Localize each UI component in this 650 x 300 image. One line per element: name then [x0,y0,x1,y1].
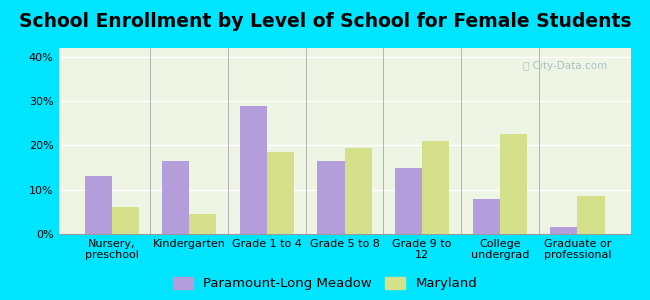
Bar [162,161,189,234]
Bar [267,152,294,234]
Text: School Enrollment by Level of School for Female Students: School Enrollment by Level of School for… [19,12,631,31]
Bar [189,214,216,234]
Bar [473,199,500,234]
Bar [317,161,344,234]
Bar [550,227,577,234]
Bar [422,141,449,234]
Bar [500,134,527,234]
Text: ⓘ City-Data.com: ⓘ City-Data.com [523,61,608,71]
Bar [84,176,112,234]
Bar [344,148,372,234]
Legend: Paramount-Long Meadow, Maryland: Paramount-Long Meadow, Maryland [173,277,477,290]
Bar [395,168,422,234]
Bar [577,196,605,234]
Bar [112,207,139,234]
Bar [240,106,267,234]
